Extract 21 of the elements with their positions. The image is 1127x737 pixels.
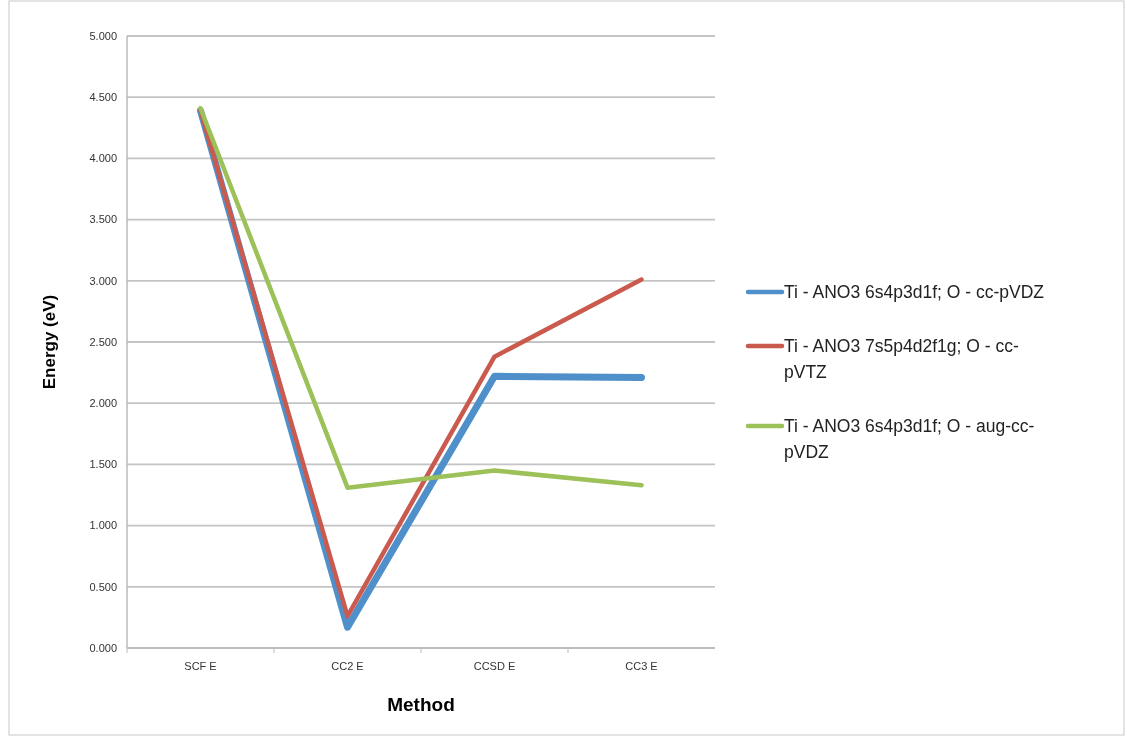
legend-label: Ti - ANO3 7s5p4d2f1g; O - cc-pVTZ [784, 336, 1019, 383]
x-tick-label: CC2 E [331, 660, 364, 672]
y-tick-label: 4.500 [89, 91, 117, 104]
y-tick-label: 2.000 [89, 397, 117, 410]
y-tick-label: 0.500 [89, 580, 117, 593]
y-tick-label: 0.000 [89, 641, 117, 654]
y-tick-label: 1.000 [89, 519, 117, 532]
x-tick-label: CC3 E [625, 660, 658, 672]
legend-label: Ti - ANO3 6s4p3d1f; O - aug-cc-pVDZ [784, 416, 1035, 463]
y-tick-label: 5.000 [89, 29, 117, 42]
y-tick-label: 2.500 [89, 335, 117, 348]
y-tick-label: 3.500 [89, 213, 117, 226]
line-series [198, 105, 644, 490]
y-tick-label: 4.000 [89, 152, 117, 165]
y-tick-label: 3.000 [89, 274, 117, 287]
legend-label: Ti - ANO3 6s4p3d1f; O - cc-pVDZ [784, 282, 1045, 303]
x-axis-title: Method [387, 694, 455, 715]
x-tick-label: CCSD E [473, 660, 516, 672]
y-axis-title: Energy (eV) [40, 294, 59, 390]
y-tick-label: 1.500 [89, 458, 117, 471]
x-tick-label: SCF E [184, 660, 217, 672]
